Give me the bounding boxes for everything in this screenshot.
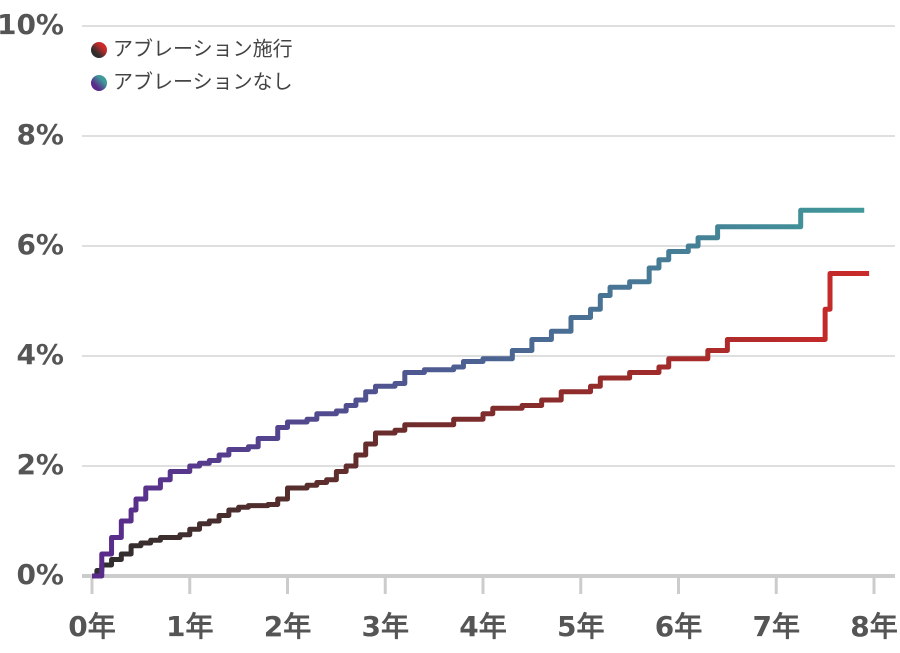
x-tick-label: 3年 bbox=[362, 610, 409, 643]
x-tick-label: 7年 bbox=[753, 610, 800, 643]
y-tick-label: 4% bbox=[16, 338, 64, 371]
legend-label: アブレーション施行 bbox=[113, 37, 293, 61]
y-tick-label: 6% bbox=[16, 228, 64, 261]
x-tick-label: 2年 bbox=[264, 610, 311, 643]
x-tick-label: 5年 bbox=[557, 610, 604, 643]
step-line bbox=[92, 271, 870, 579]
x-tick-label: 0年 bbox=[68, 610, 115, 643]
y-tick-label: 2% bbox=[16, 448, 64, 481]
legend-label: アブレーションなし bbox=[113, 70, 293, 94]
legend-marker bbox=[91, 42, 107, 58]
x-tick-label: 1年 bbox=[166, 610, 213, 643]
legend-marker bbox=[91, 75, 107, 91]
y-tick-label: 8% bbox=[16, 118, 64, 151]
y-tick-label: 10% bbox=[0, 8, 64, 41]
x-tick-label: 4年 bbox=[459, 610, 506, 643]
y-tick-label: 0% bbox=[16, 558, 64, 591]
step-line bbox=[92, 207, 865, 579]
x-tick-label: 8年 bbox=[850, 610, 897, 643]
x-tick-label: 6年 bbox=[655, 610, 702, 643]
